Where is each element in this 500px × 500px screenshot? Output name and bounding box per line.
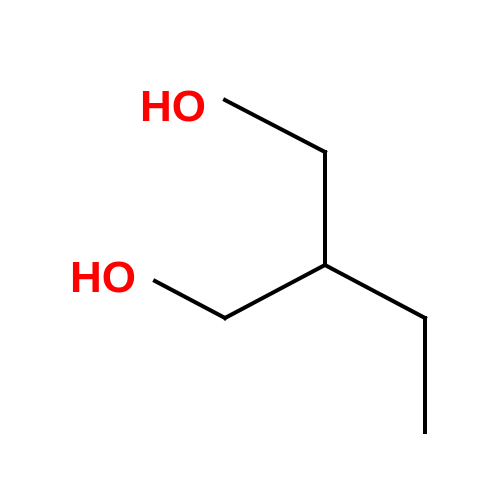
bond-2 (225, 265, 325, 318)
bond-0 (225, 100, 325, 152)
molecule-canvas (0, 0, 500, 500)
bond-4 (325, 265, 425, 318)
bonds-group (155, 100, 425, 432)
bond-3 (155, 281, 225, 318)
atom-label-oh1: HO (140, 82, 206, 132)
atom-label-oh2: HO (70, 253, 136, 303)
